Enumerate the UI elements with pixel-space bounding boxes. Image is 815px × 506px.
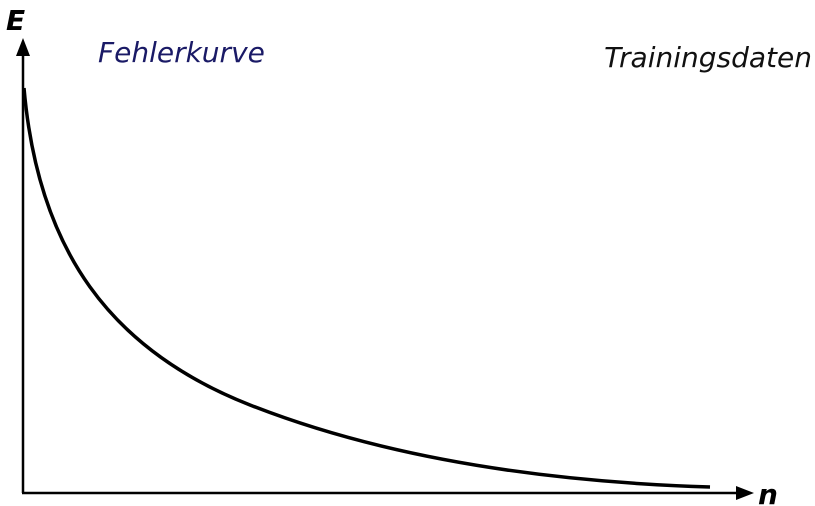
x-axis-arrow [736,486,754,500]
dataset-label: Trainingsdaten [604,41,812,74]
x-axis-label: n [758,478,778,506]
error-curve [22,87,711,489]
curve-label: Fehlerkurve [98,36,265,69]
y-axis-label: E [6,4,25,37]
y-axis-arrow [16,38,30,56]
